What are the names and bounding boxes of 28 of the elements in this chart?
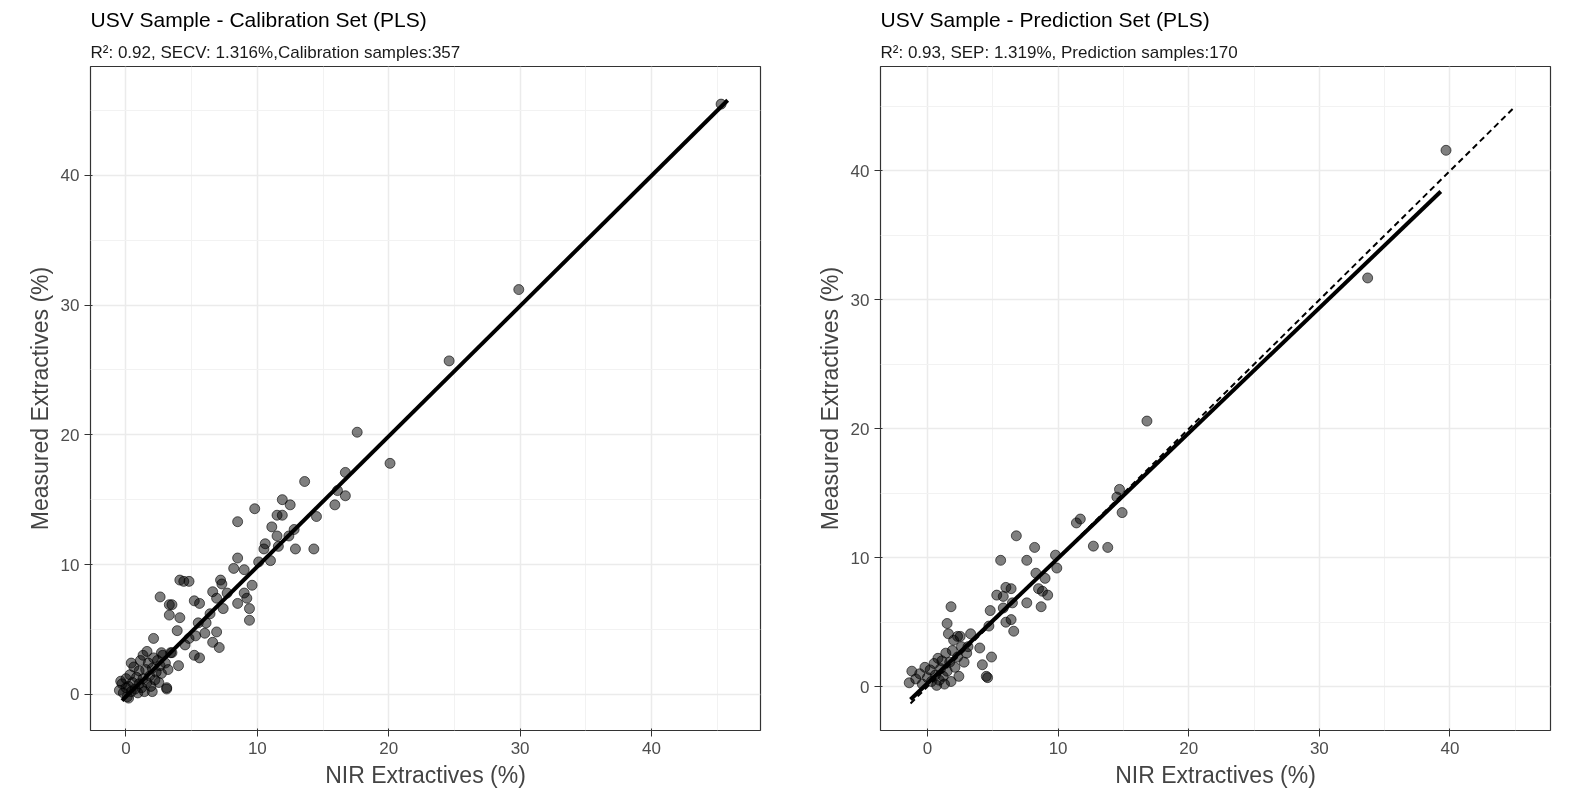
x-tick-label: 30 <box>510 738 530 758</box>
x-tick-label: 30 <box>1309 738 1329 758</box>
y-tick-label: 30 <box>60 296 80 316</box>
x-tick-label: 10 <box>247 738 267 758</box>
chart-title: USV Sample - Calibration Set (PLS) <box>90 7 427 31</box>
x-tick-label: 40 <box>642 738 661 758</box>
y-axis-title: Measured Extractives (%) <box>816 266 843 531</box>
y-tick-label: 10 <box>60 555 80 575</box>
y-axis-title: Measured Extractives (%) <box>26 266 53 531</box>
chart-subtitle: R²: 0.93, SEP: 1.319%, Prediction samples:170 <box>880 42 1238 62</box>
chart-subtitle: R²: 0.92, SECV: 1.316%,Calibration samples:357 <box>90 42 461 62</box>
y-tick-label: 30 <box>850 290 870 310</box>
x-tick-label: 0 <box>121 738 131 758</box>
x-tick-label: 20 <box>379 738 399 758</box>
x-tick-label: 10 <box>1048 738 1068 758</box>
x-tick-label: 40 <box>1440 738 1460 758</box>
chart-title: USV Sample - Prediction Set (PLS) <box>880 7 1210 31</box>
y-tick-label: 0 <box>70 685 80 705</box>
y-tick-label: 10 <box>850 548 870 568</box>
y-tick-label: 40 <box>850 161 870 181</box>
y-tick-label: 40 <box>60 166 80 186</box>
y-tick-label: 20 <box>850 419 870 439</box>
x-tick-label: 20 <box>1179 738 1199 758</box>
y-tick-label: 20 <box>60 425 80 445</box>
x-tick-label: 0 <box>922 738 933 758</box>
x-axis-title: NIR Extractives (%) <box>1115 761 1316 788</box>
x-axis-title: NIR Extractives (%) <box>325 761 526 788</box>
y-tick-label: 0 <box>860 677 870 697</box>
